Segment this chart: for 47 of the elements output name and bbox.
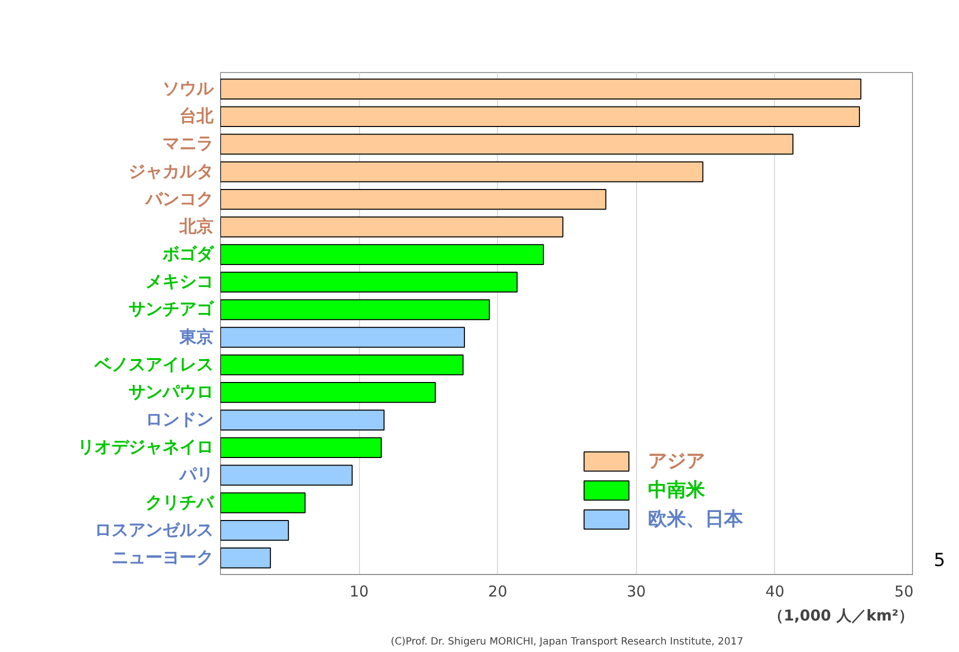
y-tick-label: マニラ xyxy=(162,134,214,154)
x-tick-label: 40 xyxy=(765,582,784,600)
bar xyxy=(220,437,382,458)
y-tick-label: サンチアゴ xyxy=(128,300,214,320)
y-tick-label: 北京 xyxy=(178,216,214,237)
bar xyxy=(220,354,464,376)
text: 5 xyxy=(934,550,946,572)
x-axis-title: （1,000 人／km²） xyxy=(768,606,914,624)
y-tick-label: パリ xyxy=(178,465,214,486)
bar xyxy=(220,382,436,403)
bar xyxy=(220,78,862,100)
bar xyxy=(220,106,860,128)
y-tick-label: メキシコ xyxy=(146,272,214,292)
bar xyxy=(220,548,271,568)
bar xyxy=(220,410,385,430)
legend-label: 欧米、日本 xyxy=(648,507,743,532)
bar xyxy=(220,161,704,182)
y-tick-label: サンパウロ xyxy=(128,382,214,402)
bar xyxy=(220,520,289,541)
y-tick-label: ニューヨーク xyxy=(112,548,214,568)
y-tick-label: ソウル xyxy=(162,79,214,100)
bar xyxy=(220,188,606,210)
bar xyxy=(220,299,490,320)
text: (C)Prof. Dr. Shigeru MORICHI, Japan Transport Research Institute, 2017 xyxy=(390,636,744,648)
bar xyxy=(220,492,306,514)
bar xyxy=(220,326,465,348)
x-tick-label: 30 xyxy=(626,582,646,600)
x-tick-label: 50 xyxy=(894,582,914,600)
bar xyxy=(220,272,518,293)
y-tick-label: ジャカルタ xyxy=(128,162,214,182)
bar xyxy=(220,134,794,155)
y-tick-label: ボゴダ xyxy=(162,244,214,265)
legend-label: アジア xyxy=(648,449,705,474)
y-tick-label: 東京 xyxy=(178,327,214,348)
y-tick-label: ロンドン xyxy=(146,410,214,430)
x-tick-label: 10 xyxy=(350,582,369,600)
legend-label: 中南米 xyxy=(648,478,705,503)
x-tick-label: 20 xyxy=(488,582,508,600)
y-tick-label: 台北 xyxy=(180,106,214,127)
bar xyxy=(220,464,353,486)
y-tick-label: クリチバ xyxy=(146,492,214,513)
y-tick-label: ベノスアイレス xyxy=(94,354,214,375)
y-tick-label: ロスアンゼルス xyxy=(94,520,214,540)
y-tick-label: バンコク xyxy=(144,189,214,210)
bar xyxy=(220,216,564,238)
bar xyxy=(220,244,544,265)
y-tick-label: リオデジャネイロ xyxy=(78,438,214,458)
